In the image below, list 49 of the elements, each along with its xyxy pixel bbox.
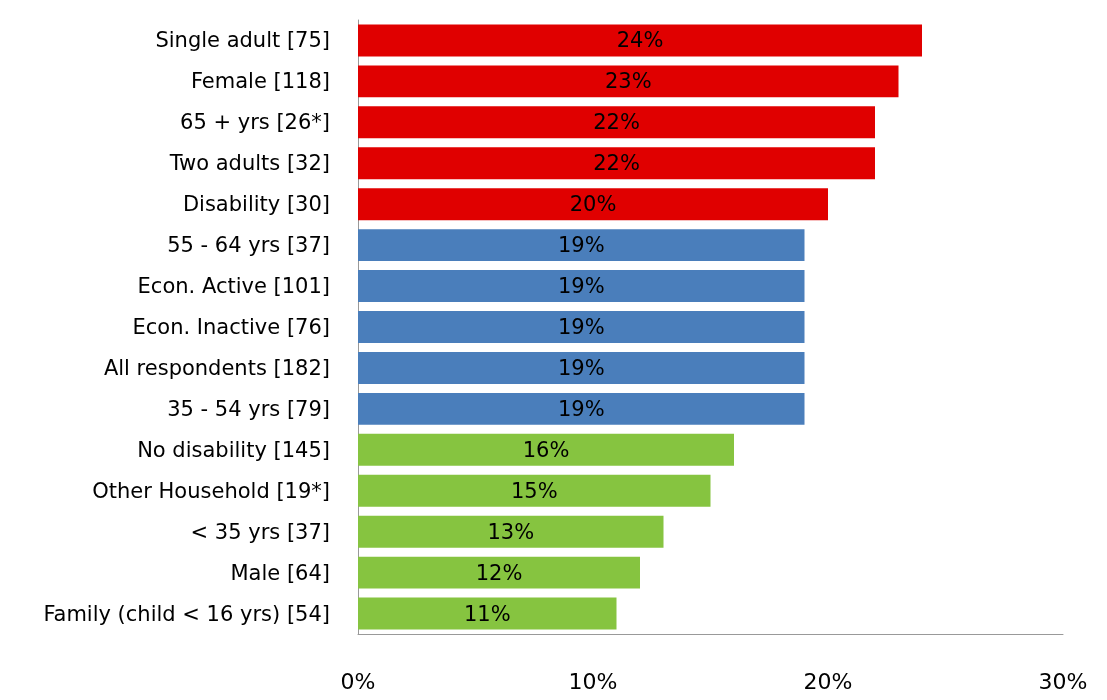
y-tick-label: 65 + yrs [26*] [180,110,330,135]
x-tick-label: 10% [568,668,618,694]
bar [358,433,734,466]
x-tick-label: 30% [1038,668,1088,694]
data-label: 20% [569,192,617,217]
bar [358,515,664,548]
data-label: 12% [475,560,523,585]
data-label: 15% [510,478,558,503]
data-label: 13% [487,519,535,544]
x-tick-label: 20% [803,668,853,694]
y-tick-label: Other Household [19*] [92,478,330,503]
bar [358,474,711,507]
y-tick-label: Female [118] [190,69,330,94]
data-label: 22% [593,110,640,135]
bar [358,311,805,343]
bar [358,24,922,57]
data-label: 24% [616,28,664,53]
y-tick-label: Single adult [75] [155,28,330,53]
bar [358,188,828,221]
bar [358,106,875,139]
y-tick-label: Two adults [32] [168,151,330,176]
data-label: 19% [557,315,605,339]
x-tick-label: 0% [340,668,376,694]
y-tick-label: < 35 yrs [37] [190,519,330,544]
y-tick-label: Disability [30] [182,192,330,217]
y-tick-label: 35 - 54 yrs [79] [167,396,330,421]
data-label: 19% [557,274,605,299]
y-tick-label: Econ. Inactive [76] [132,315,330,339]
bar [358,65,899,98]
data-label: 16% [522,437,570,462]
y-tick-label: Male [64] [230,560,330,585]
data-label: 19% [557,396,605,421]
y-tick-label: All respondents [182] [103,355,330,380]
bar [358,351,805,384]
data-label: 22% [593,151,640,176]
data-label: 19% [557,233,605,258]
y-tick-label: Family (child < 16 yrs) [54] [43,601,330,626]
data-label: 23% [604,69,652,94]
y-tick-label: 55 - 64 yrs [37] [167,233,330,258]
bar [358,147,875,180]
data-label: 19% [557,355,605,380]
data-label: 11% [463,601,511,626]
bar [358,556,640,589]
bar [358,229,805,262]
y-tick-label: No disability [145] [137,437,330,462]
bar [358,597,617,630]
bar [358,270,805,303]
y-tick-label: Econ. Active [101] [137,274,330,299]
bar [358,392,805,425]
